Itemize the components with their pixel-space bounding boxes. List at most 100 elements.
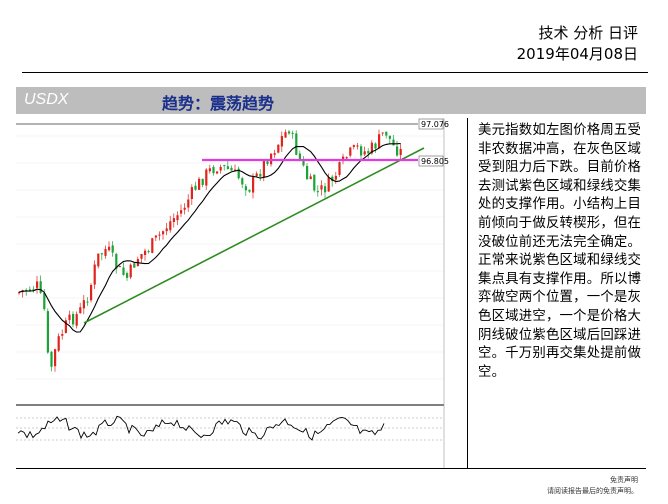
analysis-text: 美元指数如左图价格周五受非农数据冲高，在灰色区域受到阻力后下跌。目前价格去测试紫…: [478, 123, 642, 380]
footer-divider: [16, 468, 646, 469]
candle-body: [259, 173, 262, 177]
candle-body: [86, 301, 89, 303]
candle-body: [158, 234, 161, 236]
candle-body: [133, 263, 136, 268]
candle-body: [219, 166, 222, 171]
candles: [18, 129, 402, 372]
candle-body: [327, 177, 330, 192]
candle-body: [352, 145, 355, 147]
candle-body: [208, 168, 211, 172]
disclaimer-title: 免责声明: [610, 476, 638, 484]
candle-body: [399, 148, 402, 156]
candle-body: [72, 313, 75, 325]
candle-body: [288, 131, 291, 134]
candle-body: [198, 178, 201, 190]
moving-average-line: [18, 142, 401, 333]
oscillator-grid: [16, 417, 444, 441]
candle-body: [176, 215, 179, 221]
candle-body: [140, 254, 143, 259]
candle-body: [295, 133, 298, 155]
candle-body: [320, 185, 323, 190]
candle-body: [367, 151, 370, 154]
candle-body: [306, 166, 309, 180]
candle-body: [363, 151, 366, 155]
candle-body: [68, 314, 71, 320]
support-trendline: [83, 147, 425, 324]
candle-body: [216, 171, 219, 174]
candle-body: [151, 238, 154, 253]
candle-body: [79, 307, 82, 314]
price-label-upper: 97.076: [421, 120, 449, 129]
candle-body: [50, 351, 53, 367]
candle-body: [194, 185, 197, 190]
candle-body: [39, 281, 42, 293]
candle-body: [212, 167, 215, 174]
candle-body: [97, 253, 100, 267]
candle-body: [248, 189, 251, 192]
candle-body: [201, 178, 204, 185]
candle-body: [273, 153, 276, 155]
candle-body: [46, 311, 49, 353]
candle-body: [252, 176, 255, 193]
disclaimer-note: 请阅读报告最后的免责声明。: [547, 487, 638, 495]
section-bar: USDX 趋势：震荡趋势: [16, 87, 646, 114]
instrument-name: USDX: [24, 91, 69, 108]
candle-body: [266, 161, 269, 164]
candle-body: [108, 246, 111, 251]
candle-body: [129, 264, 132, 278]
candle-body: [187, 199, 190, 208]
candle-body: [280, 136, 283, 147]
candle-body: [43, 293, 46, 310]
candle-body: [144, 250, 147, 255]
candle-body: [32, 289, 35, 291]
candle-body: [90, 285, 93, 301]
candle-body: [237, 168, 240, 179]
candle-body: [28, 289, 31, 291]
candle-body: [370, 142, 373, 154]
candle-body: [64, 320, 67, 333]
candle-body: [226, 166, 229, 169]
candle-body: [183, 207, 186, 210]
candle-body: [82, 300, 85, 309]
candle-body: [392, 139, 395, 146]
candle-body: [316, 191, 319, 193]
candle-body: [25, 289, 28, 292]
candle-body: [118, 266, 121, 268]
price-label-upper-box: [418, 118, 444, 130]
candle-body: [338, 162, 341, 175]
candle-body: [126, 273, 129, 278]
candle-body: [190, 187, 193, 200]
candle-body: [115, 254, 118, 269]
report-date: 2019年04月08日: [516, 45, 638, 63]
candle-body: [75, 314, 78, 326]
candle-body: [154, 235, 157, 238]
trend-label: 趋势：震荡趋势: [162, 94, 275, 113]
candle-body: [180, 210, 183, 214]
chart-canvas: 97.076 96.805: [16, 118, 449, 468]
oscillator-line: [17, 415, 385, 441]
candle-body: [18, 292, 21, 294]
candle-body: [205, 169, 208, 186]
candle-body: [122, 267, 125, 275]
candle-body: [342, 156, 345, 162]
candle-body: [360, 146, 363, 156]
candle-body: [313, 174, 316, 191]
report-title: 技术 分析 日评: [538, 24, 638, 42]
candle-body: [385, 131, 388, 136]
candle-body: [36, 281, 39, 288]
candle-body: [100, 253, 103, 255]
candle-body: [291, 132, 294, 134]
candle-body: [284, 132, 287, 138]
candle-body: [356, 145, 359, 147]
candle-body: [378, 134, 381, 149]
price-label-lower: 96.805: [421, 157, 449, 166]
candle-body: [172, 218, 175, 223]
candle-body: [241, 178, 244, 185]
candle-body: [277, 144, 280, 153]
candle-body: [309, 176, 312, 180]
candle-body: [255, 173, 258, 177]
price-label-lower-box: [418, 155, 444, 167]
candle-body: [162, 231, 165, 235]
candle-body: [349, 147, 352, 156]
candle-body: [147, 251, 150, 253]
